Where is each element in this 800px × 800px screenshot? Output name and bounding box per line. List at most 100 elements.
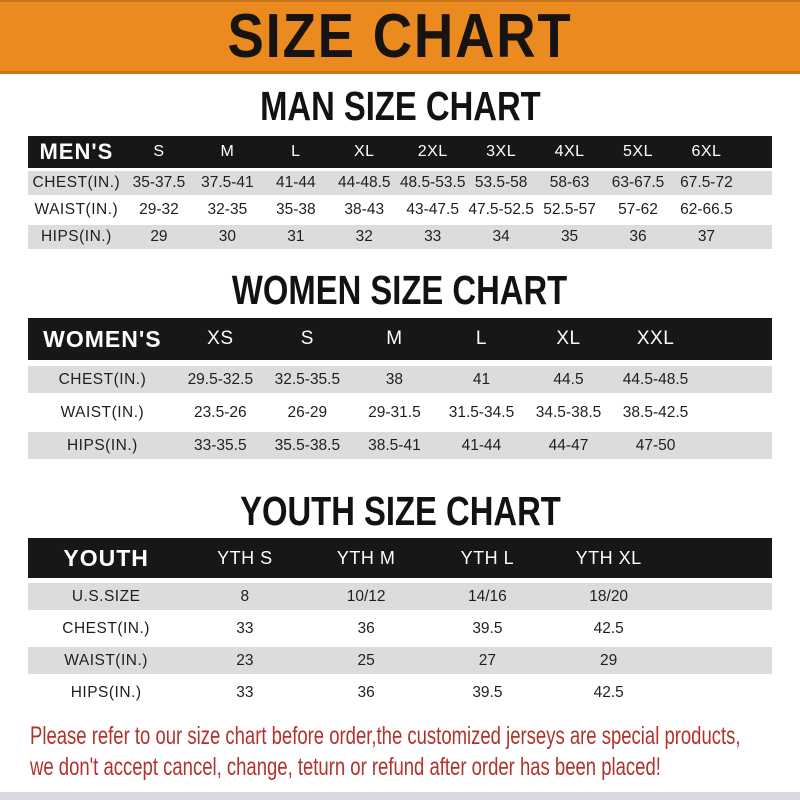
row-spacer-cell: [669, 679, 772, 706]
value-cell: 47.5-52.5: [466, 198, 536, 222]
row-spacer-cell: [669, 583, 772, 610]
size-header-cell: 3XL: [466, 136, 536, 168]
row-label-cell: CHEST(IN.): [28, 171, 125, 195]
table-header-row: YOUTH YTH S YTH M YTH L YTH XL: [28, 538, 772, 578]
size-header-cell: XXL: [612, 318, 700, 360]
value-cell: 36: [603, 225, 673, 249]
row-spacer-cell: [740, 225, 772, 249]
table-row: CHEST(IN.) 35-37.5 37.5-41 41-44 44-48.5 48.5…: [28, 171, 772, 195]
value-cell: 35: [535, 225, 604, 249]
table-header-row: WOMEN'S XS S M L XL XXL: [28, 318, 772, 360]
value-cell: 27: [426, 647, 549, 674]
value-cell: 23: [184, 647, 306, 674]
women-section-heading-text: WOMEN SIZE CHART: [232, 267, 568, 313]
value-cell: 62-66.5: [672, 198, 741, 222]
men-section-heading: MAN SIZE CHART: [0, 84, 800, 128]
value-cell: 29-32: [124, 198, 194, 222]
value-cell: 38-43: [330, 198, 399, 222]
value-cell: 43-47.5: [398, 198, 467, 222]
value-cell: 44.5: [524, 366, 613, 393]
value-cell: 57-62: [603, 198, 673, 222]
size-header-cell: 2XL: [398, 136, 467, 168]
youth-size-section: YOUTH SIZE CHART YOUTH YTH S YTH M YTH L YTH…: [0, 489, 800, 711]
value-cell: 41-44: [437, 432, 525, 459]
value-cell: 44.5-48.5: [612, 366, 700, 393]
size-header-cell: M: [193, 136, 262, 168]
table-row: CHEST(IN.) 29.5-32.5 32.5-35.5 38 41 44.5 44.5…: [28, 366, 772, 393]
value-cell: 41: [437, 366, 525, 393]
men-size-table: MEN'S S M L XL 2XL 3XL 4XL 5XL 6XL CHEST(IN.) 35-37…: [28, 133, 772, 252]
header-spacer-cell: [699, 318, 772, 360]
value-cell: 37.5-41: [193, 171, 262, 195]
value-cell: 63-67.5: [603, 171, 673, 195]
row-label-cell: HIPS(IN.): [28, 679, 185, 706]
table-row: U.S.SIZE 8 10/12 14/16 18/20: [28, 583, 772, 610]
size-header-cell: S: [263, 318, 351, 360]
value-cell: 36: [305, 615, 427, 642]
men-size-section: MAN SIZE CHART MEN'S S M L XL 2XL 3XL 4XL 5XL 6XL…: [0, 84, 800, 252]
value-cell: 36: [305, 679, 427, 706]
value-cell: 10/12: [305, 583, 427, 610]
men-section-heading-text: MAN SIZE CHART: [259, 83, 541, 129]
row-spacer-cell: [699, 366, 772, 393]
value-cell: 37: [672, 225, 741, 249]
size-header-cell: S: [124, 136, 194, 168]
disclaimer-line-2-text: we don't accept cancel, change, teturn o…: [30, 753, 661, 781]
row-spacer-cell: [669, 615, 772, 642]
value-cell: 35-38: [261, 198, 331, 222]
value-cell: 42.5: [548, 615, 670, 642]
size-header-cell: 6XL: [672, 136, 741, 168]
youth-section-heading: YOUTH SIZE CHART: [0, 489, 800, 533]
table-title-cell: YOUTH: [28, 538, 185, 578]
value-cell: 38: [350, 366, 438, 393]
disclaimer-line-1: Please refer to our size chart before or…: [30, 721, 800, 752]
value-cell: 39.5: [426, 679, 549, 706]
size-header-cell: YTH XL: [548, 538, 670, 578]
value-cell: 29: [548, 647, 670, 674]
value-cell: 48.5-53.5: [398, 171, 467, 195]
size-header-cell: XL: [524, 318, 613, 360]
value-cell: 44-47: [524, 432, 613, 459]
size-header-cell: 4XL: [535, 136, 604, 168]
value-cell: 35-37.5: [124, 171, 194, 195]
size-header-cell: YTH M: [305, 538, 427, 578]
women-section-heading: WOMEN SIZE CHART: [0, 268, 800, 312]
table-row: WAIST(IN.) 29-32 32-35 35-38 38-43 43-47.5 47.…: [28, 198, 772, 222]
value-cell: 23.5-26: [176, 399, 264, 426]
header-spacer-cell: [740, 136, 772, 168]
table-header-row: MEN'S S M L XL 2XL 3XL 4XL 5XL 6XL: [28, 136, 772, 168]
value-cell: 47-50: [612, 432, 700, 459]
bottom-edge-strip: [0, 792, 800, 800]
value-cell: 58-63: [535, 171, 604, 195]
table-row: HIPS(IN.) 33-35.5 35.5-38.5 38.5-41 41-44 44-…: [28, 432, 772, 459]
size-header-cell: 5XL: [603, 136, 673, 168]
value-cell: 35.5-38.5: [263, 432, 351, 459]
disclaimer-line-2: we don't accept cancel, change, teturn o…: [30, 752, 800, 783]
row-label-cell: CHEST(IN.): [28, 615, 185, 642]
value-cell: 25: [305, 647, 427, 674]
table-row: HIPS(IN.) 33 36 39.5 42.5: [28, 679, 772, 706]
value-cell: 42.5: [548, 679, 670, 706]
row-spacer-cell: [740, 198, 772, 222]
value-cell: 32: [330, 225, 399, 249]
row-label-cell: U.S.SIZE: [28, 583, 185, 610]
size-header-cell: L: [437, 318, 525, 360]
row-spacer-cell: [740, 171, 772, 195]
value-cell: 33: [398, 225, 467, 249]
value-cell: 32.5-35.5: [263, 366, 351, 393]
value-cell: 41-44: [261, 171, 331, 195]
header-spacer-cell: [669, 538, 772, 578]
value-cell: 33: [184, 615, 306, 642]
value-cell: 67.5-72: [672, 171, 741, 195]
value-cell: 44-48.5: [330, 171, 399, 195]
youth-section-heading-text: YOUTH SIZE CHART: [239, 488, 561, 534]
value-cell: 34.5-38.5: [524, 399, 613, 426]
size-header-cell: XS: [176, 318, 264, 360]
value-cell: 29: [124, 225, 194, 249]
value-cell: 26-29: [263, 399, 351, 426]
size-header-cell: L: [261, 136, 331, 168]
value-cell: 53.5-58: [466, 171, 536, 195]
value-cell: 8: [184, 583, 306, 610]
size-header-cell: YTH S: [184, 538, 306, 578]
value-cell: 33: [184, 679, 306, 706]
